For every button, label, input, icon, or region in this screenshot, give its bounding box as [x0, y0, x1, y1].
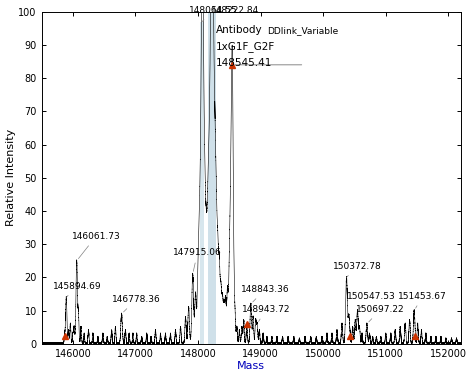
Text: 150697.22: 150697.22	[356, 305, 405, 322]
Text: Antibody: Antibody	[216, 25, 263, 35]
Text: 150547.53: 150547.53	[347, 292, 396, 309]
Y-axis label: Relative Intensity: Relative Intensity	[6, 129, 16, 226]
X-axis label: Mass: Mass	[237, 362, 265, 371]
Text: 148545.41: 148545.41	[216, 58, 273, 68]
Text: DDlink_Variable: DDlink_Variable	[267, 26, 338, 35]
Text: 146778.36: 146778.36	[112, 295, 160, 312]
Text: 150372.78: 150372.78	[333, 262, 382, 277]
Text: 148064.55: 148064.55	[189, 6, 237, 21]
Text: 1xG1F_G2F: 1xG1F_G2F	[216, 41, 275, 52]
Bar	[208, 12, 216, 344]
Text: 147915.06: 147915.06	[173, 248, 222, 271]
Text: 148843.36: 148843.36	[241, 285, 289, 302]
Text: 146061.73: 146061.73	[72, 232, 120, 259]
Text: 148943.72: 148943.72	[242, 305, 291, 322]
Text: 151453.67: 151453.67	[398, 292, 447, 308]
Text: 145894.69: 145894.69	[53, 282, 101, 297]
Bar	[200, 21, 204, 344]
Text: 148222.84: 148222.84	[210, 6, 259, 15]
